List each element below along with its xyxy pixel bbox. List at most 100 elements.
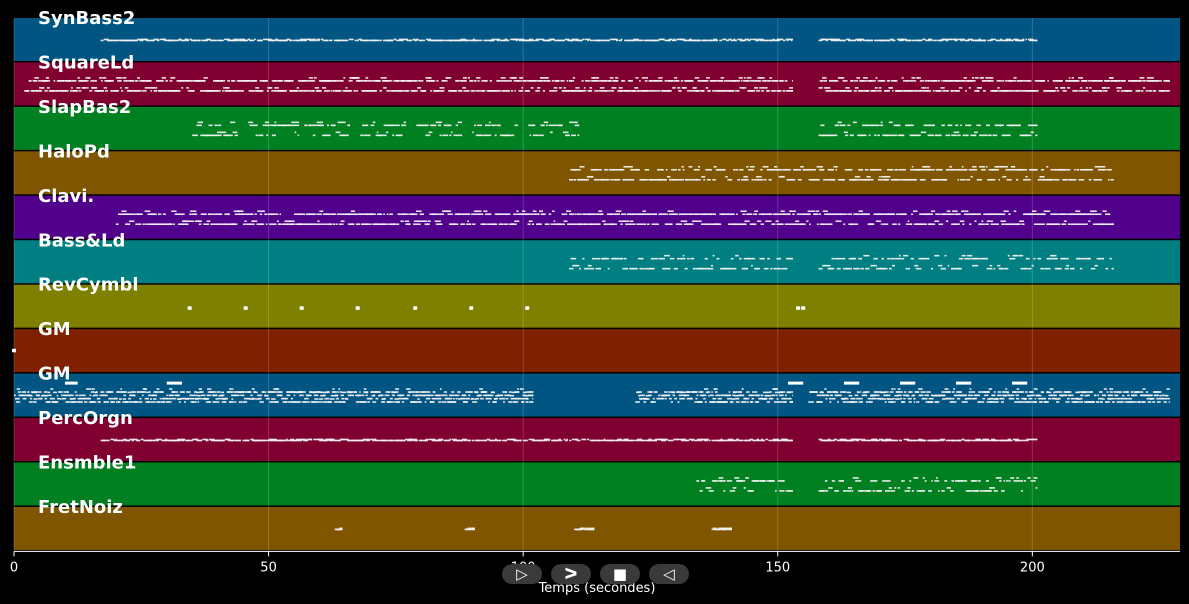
note [680, 391, 686, 394]
note [518, 39, 524, 42]
note [769, 213, 773, 216]
note [315, 401, 319, 403]
note [778, 80, 781, 82]
note [783, 213, 787, 216]
note [911, 39, 916, 42]
note [312, 134, 316, 137]
note [1002, 223, 1005, 226]
note [682, 87, 687, 89]
note [168, 90, 174, 92]
note [980, 134, 984, 137]
note [355, 401, 359, 403]
note [703, 397, 706, 400]
note [676, 257, 683, 260]
note [478, 394, 482, 397]
note [897, 223, 901, 226]
note [401, 401, 405, 403]
note [910, 80, 914, 82]
note [860, 401, 863, 403]
note [504, 391, 507, 393]
note [1156, 397, 1159, 400]
note [1017, 124, 1021, 127]
note [633, 90, 636, 92]
note [329, 398, 335, 400]
note [321, 134, 327, 137]
note [997, 39, 1003, 42]
note [756, 480, 759, 482]
note [493, 223, 497, 226]
note [323, 394, 326, 397]
note [1015, 90, 1020, 92]
note [824, 388, 827, 390]
note [652, 401, 654, 403]
note [383, 87, 387, 89]
note [929, 168, 935, 171]
note [91, 388, 95, 390]
note [697, 213, 700, 216]
note [912, 394, 916, 397]
note [1010, 90, 1013, 92]
note [754, 87, 759, 89]
note [785, 38, 792, 41]
note [464, 213, 471, 216]
note [880, 397, 883, 400]
note [1047, 391, 1052, 394]
note [295, 90, 299, 92]
note [1100, 90, 1103, 92]
note [1111, 401, 1115, 403]
note [600, 90, 605, 92]
note [620, 168, 623, 171]
note [263, 391, 267, 393]
note [357, 223, 359, 226]
note [883, 178, 890, 181]
note [327, 213, 330, 216]
note [607, 267, 610, 270]
note [1076, 401, 1079, 403]
note [389, 124, 395, 127]
note [387, 223, 392, 226]
note [845, 267, 852, 270]
note [260, 394, 263, 397]
note [762, 480, 766, 482]
note [734, 39, 737, 42]
note [834, 257, 841, 260]
note [334, 80, 339, 82]
note [987, 439, 990, 442]
note [835, 90, 838, 92]
note [704, 401, 707, 403]
note [986, 401, 991, 403]
note [1013, 77, 1017, 79]
note [573, 90, 579, 92]
note [171, 39, 176, 42]
note [1145, 391, 1149, 393]
note [463, 439, 467, 442]
note [160, 401, 164, 403]
note [759, 77, 765, 79]
note [1102, 398, 1105, 400]
note [459, 39, 464, 42]
note [1030, 131, 1034, 134]
note [506, 213, 511, 216]
note [45, 77, 50, 79]
note [402, 439, 406, 442]
note [487, 394, 492, 397]
note [919, 80, 922, 82]
note [520, 90, 524, 92]
note [438, 90, 443, 92]
note [407, 223, 410, 226]
note [239, 439, 241, 442]
note [301, 438, 307, 441]
note [581, 80, 584, 82]
note [935, 168, 942, 171]
note [272, 439, 277, 442]
note [160, 391, 164, 393]
note [110, 90, 112, 92]
note [899, 397, 903, 400]
note [118, 398, 122, 400]
note [453, 394, 457, 397]
note [674, 77, 678, 79]
note [1130, 80, 1133, 82]
note [383, 401, 386, 403]
note [20, 394, 23, 397]
note [1009, 80, 1014, 82]
